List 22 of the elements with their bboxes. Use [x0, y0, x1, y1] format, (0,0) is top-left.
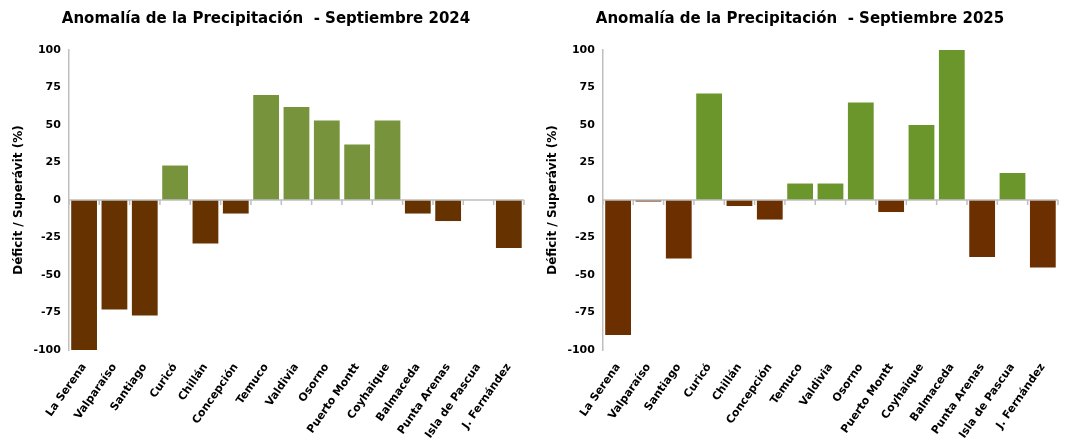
chart-title: Anomalía de la Precipitación - Septiembre 2025: [595, 8, 1005, 27]
y-tick-label: -75: [41, 305, 61, 319]
y-tick-label: 25: [45, 155, 61, 169]
y-axis-title: Déficit / Superávit (%): [545, 125, 560, 275]
y-tick-label: -50: [575, 267, 596, 281]
y-tick-label: -25: [41, 230, 61, 244]
y-tick-label: -100: [567, 342, 596, 356]
y-tick-label: 75: [579, 80, 595, 94]
chart-title: Anomalía de la Precipitación - Septiembre 2024: [61, 8, 471, 27]
y-tick-label: 25: [579, 155, 595, 169]
y-tick-label: 0: [587, 192, 596, 206]
y-tick-label: -75: [575, 305, 595, 319]
y-tick-label: 100: [571, 42, 596, 56]
y-tick-label: 75: [45, 80, 61, 94]
y-tick-label: 100: [37, 42, 62, 56]
y-tick-label: -50: [41, 267, 62, 281]
y-tick-label: 50: [579, 117, 596, 131]
y-tick-label: 50: [45, 117, 62, 131]
y-tick-label: 0: [53, 192, 62, 206]
y-tick-label: -25: [575, 230, 595, 244]
y-tick-label: -100: [33, 342, 62, 356]
y-axis-title: Déficit / Superávit (%): [11, 125, 26, 275]
